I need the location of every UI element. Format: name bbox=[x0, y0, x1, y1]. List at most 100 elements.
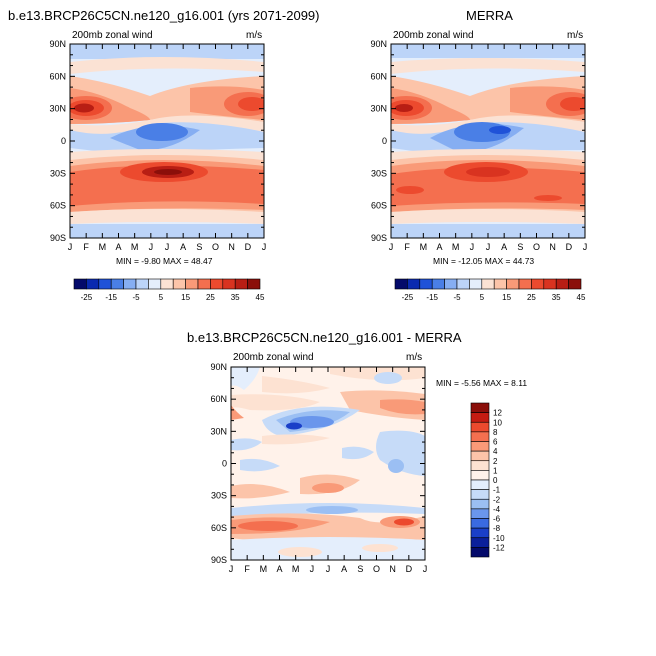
panel-b-min-label: MIN = bbox=[433, 256, 456, 266]
colorbar-b-label: 35 bbox=[552, 293, 561, 302]
colorbar-c-box bbox=[470, 402, 490, 413]
colorbar-b-label: -15 bbox=[426, 293, 438, 302]
x-tick-label: N bbox=[389, 564, 396, 574]
colorbar-c-label: -10 bbox=[493, 534, 505, 543]
colorbar-c-label: -1 bbox=[493, 486, 501, 495]
panel-b-min-value: -12.05 bbox=[458, 256, 483, 266]
colorbar-c-label: -4 bbox=[493, 505, 501, 514]
panel-b-units-label: m/s bbox=[567, 30, 584, 41]
y-tick-label: 30S bbox=[371, 168, 387, 178]
colorbar-b-box bbox=[555, 278, 569, 290]
colorbar-b-label: 15 bbox=[502, 293, 511, 302]
panel-a-min-value: -9.80 bbox=[141, 256, 161, 266]
colorbar-b-box bbox=[568, 278, 582, 290]
x-tick-label: D bbox=[566, 242, 573, 252]
y-tick-label: 30N bbox=[210, 426, 227, 436]
colorbar-c-box bbox=[470, 431, 490, 442]
colorbar-c-label: -2 bbox=[493, 495, 501, 504]
colorbar-b-box bbox=[493, 278, 507, 290]
x-tick-label: J bbox=[389, 242, 394, 252]
x-tick-label: N bbox=[549, 242, 556, 252]
x-tick-label: O bbox=[533, 242, 540, 252]
colorbar-c-label: 4 bbox=[493, 447, 498, 456]
colorbar-a-box bbox=[123, 278, 137, 290]
colorbar-a-box bbox=[234, 278, 248, 290]
y-tick-label: 60N bbox=[370, 71, 387, 81]
y-tick-label: 30N bbox=[49, 104, 66, 114]
colorbar-b-label: -5 bbox=[453, 293, 461, 302]
x-tick-label: M bbox=[131, 242, 139, 252]
colorbar-a-label: 35 bbox=[231, 293, 240, 302]
colorbar-b-label: 45 bbox=[577, 293, 586, 302]
panel-b-field bbox=[391, 44, 585, 238]
x-tick-label: J bbox=[149, 242, 154, 252]
colorbar-c-box bbox=[470, 479, 490, 490]
panel-a-max-value: 48.47 bbox=[191, 256, 213, 266]
panel-a-title: b.e13.BRCP26C5CN.ne120_g16.001 (yrs 2071… bbox=[8, 8, 320, 23]
colorbar-a-box bbox=[247, 278, 261, 290]
panel-c-min-label: MIN = bbox=[436, 378, 459, 388]
colorbar-b-box bbox=[531, 278, 545, 290]
y-tick-label: 60S bbox=[50, 201, 66, 211]
colorbar-a-box bbox=[222, 278, 236, 290]
colorbar-a-box bbox=[110, 278, 124, 290]
colorbar-c-box bbox=[470, 470, 490, 481]
colorbar-c-box bbox=[470, 450, 490, 462]
colorbar-b-box bbox=[431, 278, 445, 290]
x-tick-label: D bbox=[245, 242, 252, 252]
colorbar-c-label: 12 bbox=[493, 409, 502, 418]
x-tick-label: S bbox=[196, 242, 202, 252]
colorbar-c-label: 1 bbox=[493, 466, 498, 475]
x-tick-label: J bbox=[229, 564, 234, 574]
colorbar-a-box bbox=[98, 278, 112, 290]
colorbar-b-box bbox=[543, 278, 557, 290]
colorbar-b-label: 25 bbox=[527, 293, 536, 302]
colorbar-a-label: 15 bbox=[181, 293, 190, 302]
colorbar-b-box bbox=[469, 278, 483, 290]
colorbar-c-label: 6 bbox=[493, 438, 498, 447]
x-tick-label: J bbox=[326, 564, 331, 574]
colorbar-c-box bbox=[470, 547, 490, 558]
panel-b-max-value: 44.73 bbox=[512, 256, 535, 266]
colorbar-c-label: -12 bbox=[493, 543, 505, 552]
x-tick-label: F bbox=[244, 564, 250, 574]
colorbar-c-label: -6 bbox=[493, 515, 501, 524]
panel-b-variable-label: 200mb zonal wind bbox=[393, 30, 474, 41]
y-tick-label: 60N bbox=[210, 394, 227, 404]
panel-b-minmax: MIN = -12.05 MAX = 44.73 bbox=[433, 257, 534, 266]
colorbar-b-box bbox=[481, 278, 495, 290]
panel-c-minmax: MIN = -5.56 MAX = 8.11 bbox=[436, 379, 527, 388]
x-tick-label: J bbox=[165, 242, 170, 252]
x-tick-label: J bbox=[310, 564, 315, 574]
y-tick-label: 30S bbox=[211, 491, 227, 501]
panel-c-variable-label: 200mb zonal wind bbox=[233, 352, 314, 363]
y-tick-label: 90S bbox=[371, 233, 387, 243]
y-tick-label: 30N bbox=[370, 104, 387, 114]
y-tick-label: 60S bbox=[211, 523, 227, 533]
x-tick-label: A bbox=[276, 564, 282, 574]
panel-c-max-label: MAX = bbox=[483, 378, 509, 388]
colorbar-b-label: 5 bbox=[480, 293, 485, 302]
x-tick-label: A bbox=[501, 242, 507, 252]
colorbar-c-box bbox=[470, 498, 490, 510]
y-tick-label: 90N bbox=[370, 39, 387, 49]
y-tick-label: 60N bbox=[49, 71, 66, 81]
y-tick-label: 0 bbox=[61, 136, 66, 146]
colorbar-b-box bbox=[456, 278, 470, 290]
x-tick-label: J bbox=[583, 242, 588, 252]
x-tick-label: S bbox=[357, 564, 363, 574]
panel-a-field bbox=[70, 44, 264, 238]
y-tick-label: 90S bbox=[211, 555, 227, 565]
panel-c-min-value: -5.56 bbox=[461, 378, 481, 388]
x-tick-label: A bbox=[115, 242, 121, 252]
x-tick-label: M bbox=[292, 564, 300, 574]
y-tick-label: 30S bbox=[50, 168, 66, 178]
panel-b-max-label: MAX = bbox=[484, 256, 511, 266]
colorbar-a-box bbox=[73, 278, 87, 290]
panel-a-variable-label: 200mb zonal wind bbox=[72, 30, 153, 41]
x-tick-label: A bbox=[341, 564, 347, 574]
colorbar-b-box bbox=[518, 278, 532, 290]
panel-c-title: b.e13.BRCP26C5CN.ne120_g16.001 - MERRA bbox=[187, 330, 462, 345]
x-tick-label: O bbox=[373, 564, 380, 574]
colorbar-c-label: 8 bbox=[493, 428, 498, 437]
